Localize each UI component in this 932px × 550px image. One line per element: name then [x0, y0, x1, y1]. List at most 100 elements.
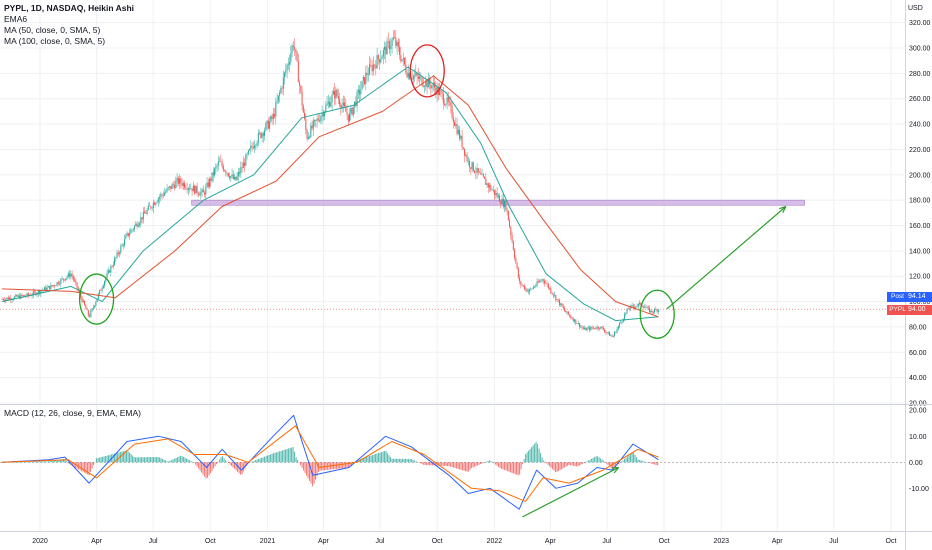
macd-histogram-bar — [574, 462, 576, 467]
macd-histogram-bar — [388, 455, 390, 463]
macd-histogram-bar — [124, 450, 126, 463]
candle-body — [137, 225, 139, 227]
candle-body — [332, 90, 334, 95]
candle-body — [286, 65, 288, 71]
macd-histogram-bar — [310, 462, 312, 484]
macd-histogram-bar — [25, 461, 27, 463]
macd-histogram-bar — [138, 457, 140, 463]
candle-body — [289, 61, 291, 64]
candle-body — [560, 303, 562, 306]
candle-body — [557, 299, 559, 301]
macd-histogram-bar — [556, 462, 558, 472]
macd-histogram-bar — [30, 461, 32, 463]
candle-body — [477, 168, 479, 173]
candle-body — [15, 294, 17, 297]
candle-body — [455, 124, 457, 126]
macd-histogram-bar — [408, 458, 410, 463]
candle-body — [569, 314, 571, 316]
macd-histogram-bar — [22, 461, 24, 463]
macd-histogram-bar — [501, 462, 503, 469]
macd-histogram-bar — [205, 462, 207, 479]
candle-body — [262, 133, 264, 136]
candle-body — [140, 217, 142, 224]
macd-histogram-bar — [396, 458, 398, 463]
macd-histogram-bar — [519, 462, 521, 475]
candle-body — [641, 305, 643, 307]
candle-body — [67, 273, 69, 277]
candle-body — [310, 125, 312, 138]
candle-body — [505, 201, 507, 210]
macd-histogram-bar — [553, 462, 555, 471]
macd-histogram-bar — [565, 462, 567, 467]
candle-body — [10, 297, 12, 300]
candle-body — [500, 201, 502, 204]
macd-histogram-bar — [1, 462, 3, 463]
candle-body — [110, 266, 112, 273]
candle-body — [436, 86, 438, 95]
candle-body — [82, 300, 84, 303]
macd-histogram-bar — [645, 461, 647, 463]
candle-body — [470, 167, 472, 169]
candle-body — [426, 80, 428, 88]
candle-body — [390, 46, 392, 50]
macd-histogram-bar — [289, 447, 291, 463]
candle-body — [230, 175, 232, 179]
candle-body — [131, 229, 133, 231]
candle-body — [239, 172, 241, 174]
candle-body — [595, 328, 597, 330]
macd-histogram-bar — [361, 458, 363, 463]
candle-body — [580, 326, 582, 328]
candle-body — [541, 279, 543, 281]
macd-histogram-bar — [154, 457, 156, 463]
candle-body — [154, 202, 156, 205]
candle-body — [546, 283, 548, 284]
macd-histogram-bar — [546, 462, 548, 464]
candle-body — [350, 107, 352, 114]
macd-histogram-bar — [372, 454, 374, 463]
macd-histogram-bar — [48, 461, 50, 463]
macd-histogram-bar — [279, 451, 281, 463]
candle-body — [99, 290, 101, 294]
macd-histogram-bar — [639, 459, 641, 463]
candle-body — [6, 297, 8, 299]
candle-body — [121, 244, 123, 247]
macd-histogram-bar — [520, 462, 522, 470]
macd-pane — [0, 414, 905, 518]
candle-body — [142, 211, 144, 220]
candle-body — [167, 187, 169, 189]
candle-body — [404, 58, 406, 65]
macd-histogram-bar — [103, 456, 105, 463]
macd-histogram-bar — [195, 462, 197, 465]
macd-histogram-bar — [286, 448, 288, 463]
price-tick-label: 100.00 — [909, 299, 931, 306]
candle-body — [309, 136, 311, 138]
candle-body — [192, 185, 194, 192]
annotations — [78, 44, 787, 339]
candle-body — [200, 191, 202, 196]
candle-body — [241, 167, 243, 169]
candle-body — [195, 185, 197, 194]
candle-body — [251, 145, 253, 147]
candle-body — [304, 112, 306, 119]
macd-histogram-bar — [642, 460, 644, 463]
macd-histogram-bar — [535, 441, 537, 463]
time-tick-label: 2021 — [260, 538, 276, 545]
macd-histogram-bar — [591, 458, 593, 463]
macd-histogram-bar — [108, 455, 110, 463]
macd-histogram-bar — [613, 462, 615, 469]
macd-histogram-bar — [636, 457, 638, 463]
candle-body — [361, 81, 363, 90]
candle-body — [125, 235, 127, 239]
candle-body — [502, 198, 504, 207]
macd-histogram-bar — [162, 458, 164, 463]
macd-histogram-bar — [390, 457, 392, 463]
macd-histogram-bar — [226, 461, 228, 463]
macd-histogram-bar — [157, 457, 159, 463]
macd-histogram-bar — [502, 462, 504, 470]
candle-body — [307, 136, 309, 139]
candle-body — [642, 306, 644, 308]
candle-body — [539, 281, 541, 283]
macd-histogram-bar — [457, 462, 459, 469]
